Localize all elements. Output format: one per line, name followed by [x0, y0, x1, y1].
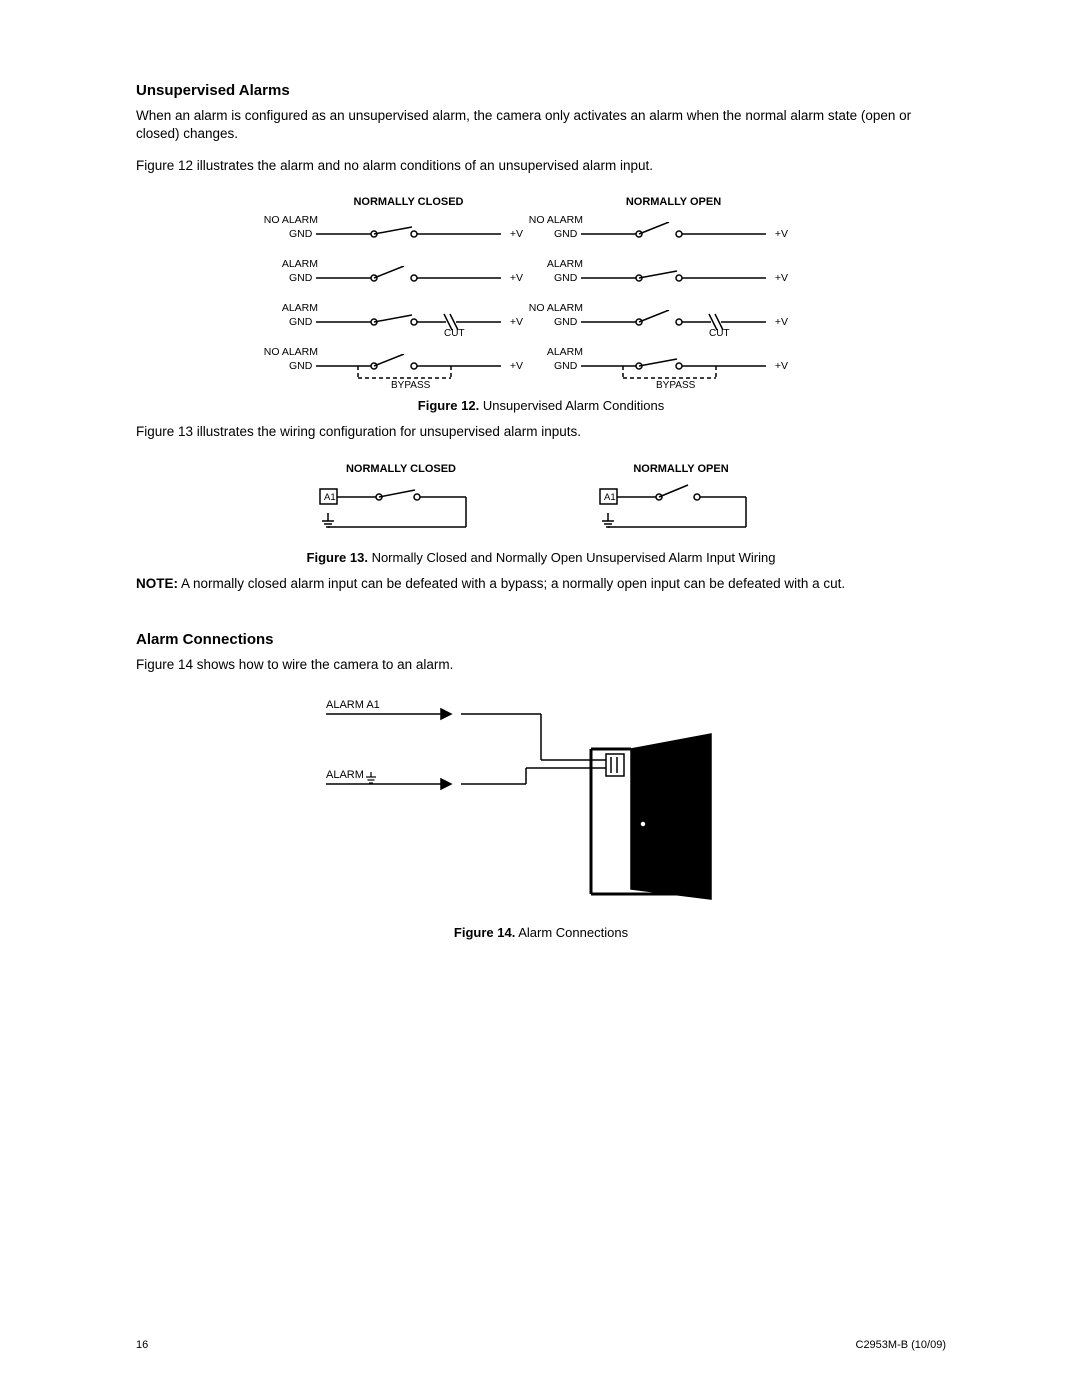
figure-13: NORMALLY CLOSED: [136, 455, 946, 565]
fig12-no-row3-state: NO ALARM: [525, 302, 583, 314]
fig14-label-a1: ALARM A1: [326, 699, 380, 711]
heading-alarm-connections: Alarm Connections: [136, 631, 946, 648]
fig12-no-row1-state: NO ALARM: [525, 214, 583, 226]
fig13-no-head: NORMALLY OPEN: [596, 463, 766, 475]
fig12-nc-row2: ALARM GND +V: [316, 258, 501, 302]
note-para: NOTE: A normally closed alarm input can …: [136, 575, 946, 593]
fig12-no-row1-gnd: GND: [554, 228, 577, 240]
fig12-caption-txt: Unsupervised Alarm Conditions: [479, 398, 664, 413]
fig12-no-row3-gnd: GND: [554, 316, 577, 328]
fig12-no-row4-svg: [581, 354, 766, 390]
fig12-nc-row4: NO ALARM GND +V BYPASS: [316, 346, 501, 390]
fig12-nc-row1: NO ALARM GND +V: [316, 214, 501, 258]
fig13-columns: NORMALLY CLOSED: [316, 463, 766, 542]
fig13-caption-txt: Normally Closed and Normally Open Unsupe…: [368, 550, 776, 565]
fig14-caption: Figure 14. Alarm Connections: [136, 925, 946, 940]
fig12-caption: Figure 12. Unsupervised Alarm Conditions: [136, 398, 946, 413]
fig12-no-row4-state: ALARM: [525, 346, 583, 358]
figure-14: ALARM A1 ALARM Figure 14. Alarm Connecti…: [136, 688, 946, 940]
fig12-no-row1-plusv: +V: [775, 228, 788, 240]
fig12-nc-row4-gnd: GND: [289, 360, 312, 372]
fig13-nc-a1: A1: [324, 492, 336, 503]
fig12-nc-row3-svg: [316, 310, 501, 340]
fig12-no-row4-plusv: +V: [775, 360, 788, 372]
para-unsupervised-1: When an alarm is configured as an unsupe…: [136, 107, 946, 143]
fig12-no-head: NORMALLY OPEN: [581, 196, 766, 208]
fig13-nc-svg: A1: [316, 483, 486, 539]
fig14-diagram: ALARM A1 ALARM: [311, 694, 771, 917]
fig13-col-nc: NORMALLY CLOSED: [316, 463, 486, 542]
heading-unsupervised: Unsupervised Alarms: [136, 82, 946, 99]
fig12-nc-row1-plusv: +V: [510, 228, 523, 240]
fig12-nc-row1-gnd: GND: [289, 228, 312, 240]
fig12-nc-row3: ALARM GND +V CUT: [316, 302, 501, 346]
fig12-columns: NORMALLY CLOSED NO ALARM GND +V: [316, 196, 766, 390]
fig12-no-row2-gnd: GND: [554, 272, 577, 284]
fig12-col-nc: NORMALLY CLOSED NO ALARM GND +V: [316, 196, 501, 390]
para-fig13-intro: Figure 13 illustrates the wiring configu…: [136, 423, 946, 441]
fig13-caption: Figure 13. Normally Closed and Normally …: [136, 550, 946, 565]
fig12-nc-row2-plusv: +V: [510, 272, 523, 284]
para-fig14-intro: Figure 14 shows how to wire the camera t…: [136, 656, 946, 674]
fig12-no-row3-svg: [581, 310, 766, 340]
fig12-nc-row3-plusv: +V: [510, 316, 523, 328]
fig14-caption-num: Figure 14.: [454, 925, 515, 940]
fig12-no-row3-plusv: +V: [775, 316, 788, 328]
fig12-diagram: NORMALLY CLOSED NO ALARM GND +V: [316, 196, 766, 390]
fig12-nc-row4-state: NO ALARM: [260, 346, 318, 358]
note-prefix: NOTE:: [136, 576, 178, 591]
page-footer: 16 C2953M-B (10/09): [136, 1339, 946, 1351]
fig13-diagram: NORMALLY CLOSED: [316, 463, 766, 542]
fig14-caption-txt: Alarm Connections: [515, 925, 628, 940]
fig14-svg: ALARM A1 ALARM: [311, 694, 771, 914]
fig12-no-row1: NO ALARM GND +V: [581, 214, 766, 258]
fig13-caption-num: Figure 13.: [307, 550, 368, 565]
fig12-col-no: NORMALLY OPEN NO ALARM GND +V: [581, 196, 766, 390]
fig12-no-row3: NO ALARM GND +V CUT: [581, 302, 766, 346]
fig12-nc-row1-svg: [316, 222, 501, 252]
para-fig12-intro: Figure 12 illustrates the alarm and no a…: [136, 157, 946, 175]
fig12-nc-row3-gnd: GND: [289, 316, 312, 328]
doc-code: C2953M-B (10/09): [856, 1339, 947, 1351]
fig12-nc-row2-gnd: GND: [289, 272, 312, 284]
fig12-no-row2-state: ALARM: [525, 258, 583, 270]
fig12-nc-head: NORMALLY CLOSED: [316, 196, 501, 208]
fig12-no-row1-svg: [581, 222, 766, 252]
fig13-col-no: NORMALLY OPEN: [596, 463, 766, 542]
fig12-nc-row3-state: ALARM: [260, 302, 318, 314]
fig12-no-row2-svg: [581, 266, 766, 296]
note-body: A normally closed alarm input can be def…: [178, 576, 845, 591]
page-number: 16: [136, 1339, 148, 1351]
fig12-nc-row2-state: ALARM: [260, 258, 318, 270]
fig12-no-row4-gnd: GND: [554, 360, 577, 372]
fig12-no-row2-plusv: +V: [775, 272, 788, 284]
figure-12: NORMALLY CLOSED NO ALARM GND +V: [136, 190, 946, 413]
fig14-label-gnd: ALARM: [326, 769, 364, 781]
fig12-no-row2: ALARM GND +V: [581, 258, 766, 302]
fig12-nc-row4-svg: [316, 354, 501, 390]
fig12-nc-row4-plusv: +V: [510, 360, 523, 372]
fig12-nc-row2-svg: [316, 266, 501, 296]
fig13-no-svg: A1: [596, 483, 766, 539]
fig13-no-a1: A1: [604, 492, 616, 503]
fig13-nc-head: NORMALLY CLOSED: [316, 463, 486, 475]
fig12-nc-row1-state: NO ALARM: [260, 214, 318, 226]
fig12-no-row4: ALARM GND +V BYPASS: [581, 346, 766, 390]
fig12-caption-num: Figure 12.: [418, 398, 479, 413]
